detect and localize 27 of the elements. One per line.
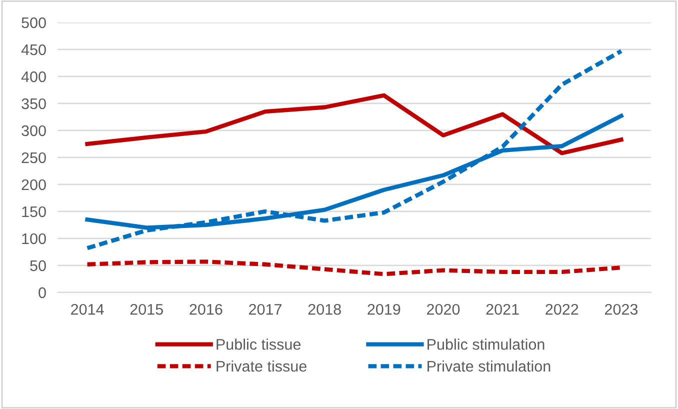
x-tick-label: 2023 [604,304,638,315]
y-tick-label: 450 [21,44,46,56]
y-tick-label: 50 [30,260,46,272]
y-tick-label: 400 [21,71,46,82]
y-tick-label: 250 [22,152,46,164]
y-tick-label: 200 [22,179,46,190]
line-series [85,93,624,156]
x-tick-label: 2016 [190,304,222,315]
x-tick-label: 2014 [71,304,104,315]
y-tick-label: 500 [22,17,46,28]
y-tick-label: 300 [22,125,46,136]
y-tick-label: 100 [22,233,46,244]
x-tick-label: 2018 [308,304,341,315]
y-tick-label: 150 [22,206,46,218]
y-tick-label: 0 [38,287,46,298]
y-tick-label: 350 [22,98,46,110]
x-tick-label: 2021 [486,304,519,315]
legend-label: Public stimulation [428,338,544,350]
x-tick-label: 2019 [368,304,400,315]
line-series [85,49,624,250]
x-tick-label: 2015 [130,304,163,315]
legend-label: Public tissue [216,338,301,350]
x-tick-label: 2022 [546,304,578,315]
legend-label: Private stimulation [428,360,550,372]
x-tick-label: 2020 [427,304,460,315]
legend-label: Private tissue [216,360,306,372]
x-tick-label: 2017 [249,304,282,315]
